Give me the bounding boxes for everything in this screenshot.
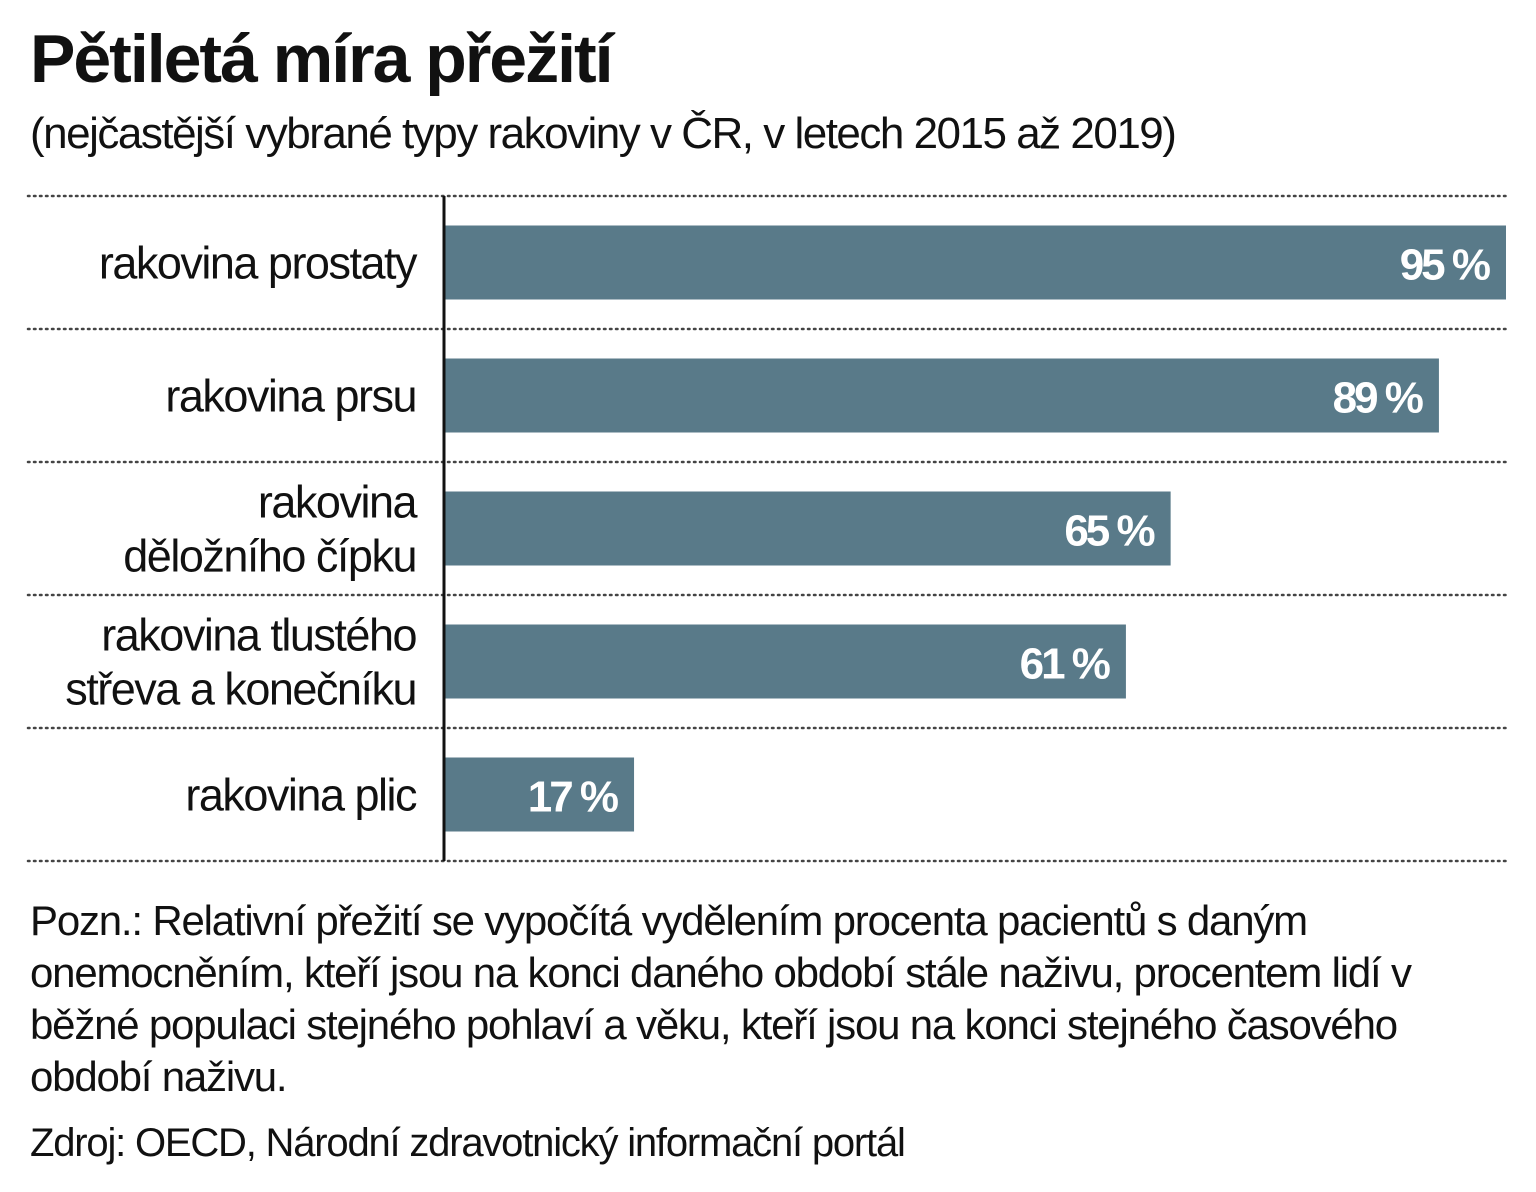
chart-subtitle: (nejčastější vybrané typy rakoviny v ČR,… (30, 109, 1177, 158)
bar (444, 757, 635, 832)
bar (444, 225, 1506, 300)
bar (444, 624, 1126, 699)
category-label: střeva a konečníku (65, 664, 416, 715)
category-label: rakovina plic (185, 770, 417, 821)
category-label: rakovina prsu (165, 371, 416, 422)
category-label: rakovina tlustého (101, 610, 416, 661)
bar (444, 358, 1439, 433)
chart-source: Zdroj: OECD, Národní zdravotnický inform… (30, 1121, 906, 1165)
category-label: rakovina (258, 477, 419, 528)
category-label: rakovina prostaty (99, 238, 418, 289)
data-label: 61 % (1020, 640, 1110, 689)
category-label: děložního čípku (123, 531, 416, 582)
data-label: 89 % (1333, 374, 1423, 423)
bar-chart: 95 % rakovina prostaty 89 % rakovina prsu 65… (26, 194, 1510, 863)
chart-title: Pětiletá míra přežití (30, 21, 614, 97)
chart-note: Pozn.: Relativní přežití se vypočítá vyd… (30, 897, 1412, 1100)
data-label: 17 % (528, 773, 618, 822)
bar (444, 491, 1171, 566)
data-label: 95 % (1400, 241, 1490, 290)
data-label: 65 % (1064, 507, 1154, 556)
